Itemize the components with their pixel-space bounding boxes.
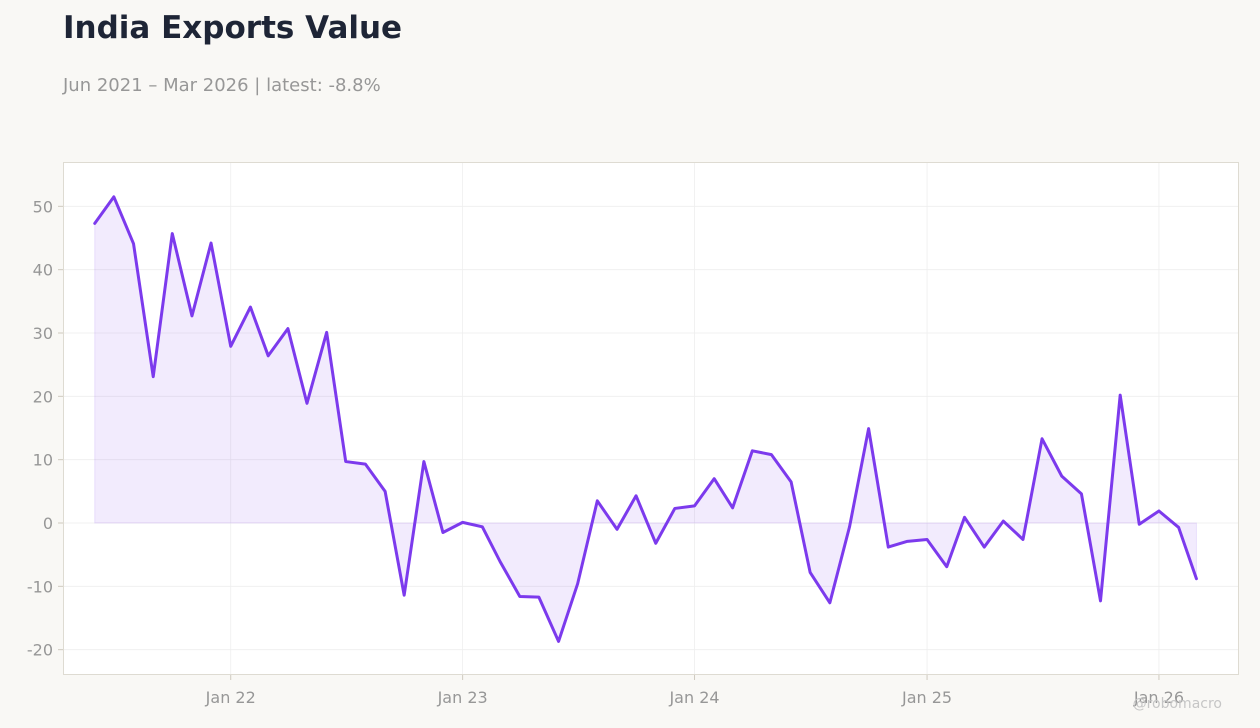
x-tick-label: Jan 23 [437, 688, 488, 707]
data-point [1099, 599, 1102, 602]
data-point [1157, 509, 1160, 512]
y-tick-label: 50 [33, 197, 53, 216]
plot-border [63, 162, 1239, 675]
x-tick-label: Jan 26 [1133, 688, 1184, 707]
data-point [267, 354, 270, 357]
data-point [112, 195, 115, 198]
data-point [481, 525, 484, 528]
data-point [963, 516, 966, 519]
y-tick-label: 30 [33, 324, 53, 343]
data-point [731, 506, 734, 509]
data-point [576, 582, 579, 585]
y-tick-label: 0 [43, 514, 53, 533]
x-tick-label: Jan 22 [205, 688, 256, 707]
data-point [1195, 577, 1198, 580]
y-tick-label: 20 [33, 387, 53, 406]
data-point [132, 242, 135, 245]
data-point [1177, 526, 1180, 529]
data-point [693, 504, 696, 507]
data-point [537, 596, 540, 599]
data-point [848, 525, 851, 528]
data-point [403, 594, 406, 597]
data-point [673, 507, 676, 510]
data-point [1060, 475, 1063, 478]
data-point [1021, 538, 1024, 541]
data-point [1080, 492, 1083, 495]
chart-subtitle: Jun 2021 – Mar 2026 | latest: -8.8% [63, 75, 381, 96]
data-point [713, 477, 716, 480]
data-point [945, 565, 948, 568]
data-point [325, 331, 328, 334]
data-point [654, 542, 657, 545]
data-point [210, 242, 213, 245]
data-point [499, 560, 502, 563]
data-point [596, 499, 599, 502]
data-point [790, 480, 793, 483]
data-point [171, 232, 174, 235]
data-point [926, 538, 929, 541]
data-point [616, 528, 619, 531]
data-point [422, 460, 425, 463]
data-point [770, 453, 773, 456]
data-point [828, 601, 831, 604]
data-point [887, 546, 890, 549]
y-tick-label: -10 [27, 577, 53, 596]
data-point [364, 463, 367, 466]
data-point [93, 222, 96, 225]
data-point [1041, 437, 1044, 440]
plot-area [63, 162, 1239, 675]
data-point [305, 402, 308, 405]
x-axis: Jan 22 Jan 23 Jan 24 Jan 25 Jan 26 [205, 675, 1184, 707]
data-point [152, 375, 155, 378]
data-point [344, 460, 347, 463]
watermark: @robomacro [1132, 696, 1222, 712]
data-point [384, 490, 387, 493]
data-point [809, 571, 812, 574]
data-point [461, 521, 464, 524]
data-point [867, 427, 870, 430]
data-point [983, 546, 986, 549]
x-tick-label: Jan 25 [901, 688, 952, 707]
y-axis: -20 -10 0 10 20 30 40 50 [27, 197, 63, 660]
data-point [190, 314, 193, 317]
data-point [229, 345, 232, 348]
data-point [751, 449, 754, 452]
data-point [1002, 520, 1005, 523]
y-tick-label: 10 [33, 451, 53, 470]
data-point [1138, 523, 1141, 526]
series-line [93, 195, 1198, 643]
data-point [557, 640, 560, 643]
data-point [249, 306, 252, 309]
data-point [635, 494, 638, 497]
data-point [518, 595, 521, 598]
data-point [441, 531, 444, 534]
x-tick-label: Jan 24 [668, 688, 719, 707]
y-tick-label: -20 [27, 641, 53, 660]
y-tick-label: 40 [33, 261, 53, 280]
data-point [906, 540, 909, 543]
chart-title: India Exports Value [63, 10, 403, 46]
data-point [286, 327, 289, 330]
data-point [1119, 394, 1122, 397]
